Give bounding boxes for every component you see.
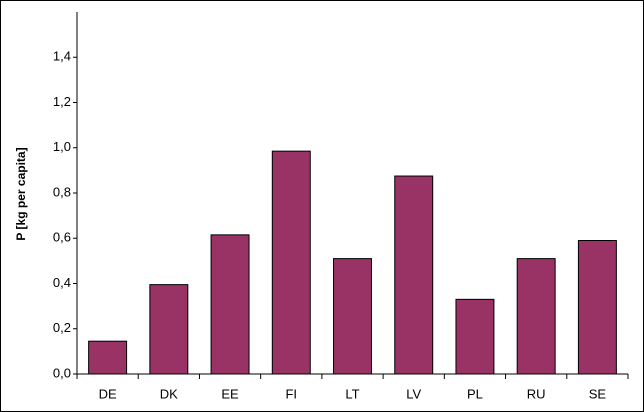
x-tick-label: PL <box>467 386 483 401</box>
x-tick-label: DE <box>99 386 117 401</box>
y-tick-label: 0,4 <box>53 275 71 290</box>
bar <box>455 298 495 375</box>
y-tick-label: 1,4 <box>53 49 71 64</box>
x-tick-label: RU <box>527 386 546 401</box>
y-tick-label: 1,0 <box>53 139 71 154</box>
x-tick-label: LV <box>406 386 421 401</box>
x-tick-label: SE <box>589 386 607 401</box>
bar <box>516 258 556 375</box>
bar <box>577 240 617 375</box>
y-tick-label: 0,6 <box>53 230 71 245</box>
x-tick-label: FI <box>285 386 297 401</box>
bar <box>149 284 189 375</box>
y-tick-label: 0,8 <box>53 184 71 199</box>
bar <box>333 258 372 375</box>
y-tick-label: 0,2 <box>53 320 71 335</box>
bar <box>271 150 311 375</box>
bar <box>88 340 128 375</box>
bar <box>210 234 250 375</box>
x-tick-label: EE <box>221 386 239 401</box>
y-axis-label: P [kg per capita] <box>14 147 28 240</box>
y-tick-label: 1,2 <box>53 94 71 109</box>
bar <box>394 175 434 375</box>
x-tick-label: DK <box>160 386 178 401</box>
y-tick-label: 0,0 <box>53 365 71 380</box>
x-tick-label: LT <box>345 386 359 401</box>
